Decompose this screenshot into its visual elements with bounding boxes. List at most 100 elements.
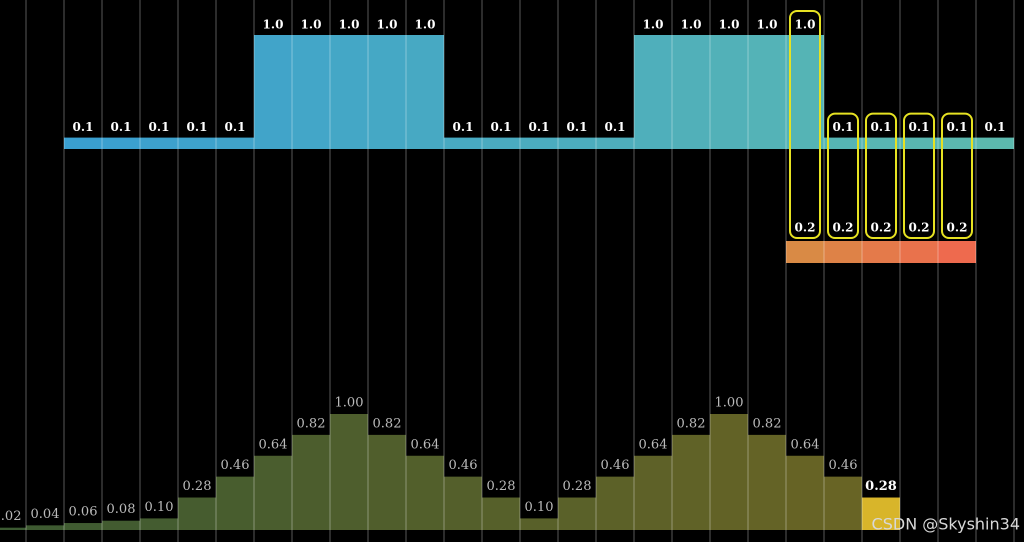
signal-bar	[596, 137, 634, 149]
signal-bar	[406, 35, 444, 149]
output-label: 0.10	[525, 500, 554, 515]
output-label: 0.82	[373, 416, 402, 431]
output-bar	[330, 414, 368, 530]
output-bar	[862, 497, 900, 530]
output-label: 0.02	[0, 509, 21, 524]
kernel-label: 0.2	[909, 221, 930, 235]
output-label: 0.82	[677, 416, 706, 431]
output-bar	[786, 455, 824, 530]
output-label: 0.82	[297, 416, 326, 431]
signal-bar	[634, 35, 672, 149]
highlight-box	[941, 112, 973, 239]
signal-label: 1.0	[415, 18, 436, 32]
signal-bar	[824, 137, 862, 149]
output-bar	[292, 434, 330, 530]
signal-bar	[216, 137, 254, 149]
highlight-box	[789, 10, 821, 239]
signal-label: 0.1	[833, 120, 854, 134]
signal-bar	[900, 137, 938, 149]
output-label: 0.64	[639, 437, 668, 452]
signal-bar	[368, 35, 406, 149]
output-bar	[178, 497, 216, 530]
output-bar	[254, 455, 292, 530]
signal-bar	[482, 137, 520, 149]
highlight-box	[827, 112, 859, 239]
output-bar	[0, 527, 26, 530]
signal-bar	[292, 35, 330, 149]
output-label: 0.28	[183, 479, 212, 494]
signal-bar	[786, 35, 824, 149]
kernel-cell	[824, 241, 862, 263]
signal-label: 1.0	[263, 18, 284, 32]
output-label: 0.28	[865, 479, 897, 494]
output-bar	[672, 434, 710, 530]
signal-label: 0.1	[871, 120, 892, 134]
highlight-box	[865, 112, 897, 239]
output-label: 0.64	[259, 437, 288, 452]
signal-bar	[330, 35, 368, 149]
signal-label: 0.1	[149, 120, 170, 134]
output-bar	[596, 476, 634, 530]
output-bar	[102, 520, 140, 530]
signal-bar	[102, 137, 140, 149]
output-label: 0.28	[487, 479, 516, 494]
kernel-cell	[786, 241, 824, 263]
output-bar	[368, 434, 406, 530]
output-label: 0.46	[601, 458, 630, 473]
output-label: 1.00	[715, 396, 744, 411]
output-bar	[406, 455, 444, 530]
signal-label: 0.1	[491, 120, 512, 134]
signal-label: 0.1	[453, 120, 474, 134]
kernel-label: 0.2	[947, 221, 968, 235]
signal-label: 1.0	[681, 18, 702, 32]
output-label: 0.46	[449, 458, 478, 473]
signal-label: 1.0	[301, 18, 322, 32]
output-label: 0.64	[411, 437, 440, 452]
kernel-label: 0.2	[833, 221, 854, 235]
output-bar	[26, 525, 64, 530]
signal-bar	[140, 137, 178, 149]
output-label: 0.28	[563, 479, 592, 494]
output-label: 0.64	[791, 437, 820, 452]
signal-bar	[710, 35, 748, 149]
signal-label: 0.1	[529, 120, 550, 134]
signal-label: 0.1	[225, 120, 246, 134]
signal-label: 1.0	[757, 18, 778, 32]
output-bar	[748, 434, 786, 530]
kernel-cell	[862, 241, 900, 263]
output-bar	[710, 414, 748, 530]
output-label: 0.10	[145, 500, 174, 515]
signal-label: 0.1	[947, 120, 968, 134]
signal-label: 0.1	[187, 120, 208, 134]
kernel-label: 0.2	[871, 221, 892, 235]
output-label: 0.46	[829, 458, 858, 473]
output-bar	[558, 497, 596, 530]
output-label: 1.00	[335, 396, 364, 411]
signal-label: 0.1	[111, 120, 132, 134]
signal-label: 1.0	[795, 18, 816, 32]
highlight-box	[903, 112, 935, 239]
signal-bar	[976, 137, 1014, 149]
output-bar	[520, 518, 558, 530]
signal-bar	[748, 35, 786, 149]
watermark: CSDN @Skyshin34	[872, 515, 1020, 534]
signal-label: 0.1	[73, 120, 94, 134]
signal-bar	[938, 137, 976, 149]
output-bar	[64, 523, 102, 530]
output-bar	[140, 518, 178, 530]
signal-bar	[672, 35, 710, 149]
signal-label: 0.1	[567, 120, 588, 134]
signal-bar	[558, 137, 596, 149]
output-label: 0.08	[107, 502, 136, 517]
signal-bar	[254, 35, 292, 149]
signal-label: 1.0	[719, 18, 740, 32]
signal-label: 0.1	[985, 120, 1006, 134]
output-label: 0.82	[753, 416, 782, 431]
output-bar	[216, 476, 254, 530]
signal-label: 1.0	[377, 18, 398, 32]
output-label: 0.06	[69, 505, 98, 520]
kernel-label: 0.2	[795, 221, 816, 235]
signal-label: 1.0	[643, 18, 664, 32]
